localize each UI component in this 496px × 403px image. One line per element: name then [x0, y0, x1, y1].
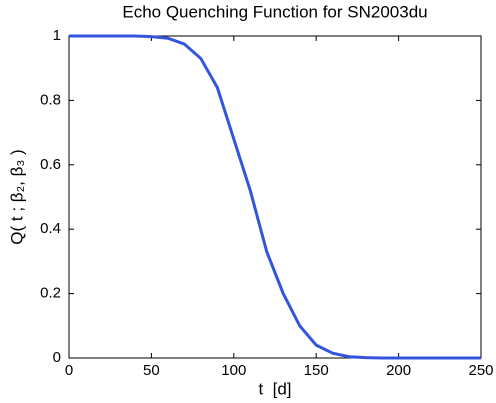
y-tick-label: 0.8 — [40, 91, 61, 108]
y-tick-label: 0.2 — [40, 285, 61, 302]
x-axis-label: t [d] — [258, 379, 291, 398]
y-tick-label: 0.6 — [40, 156, 61, 173]
x-tick-label: 100 — [221, 362, 246, 379]
x-tick-label: 50 — [143, 362, 160, 379]
x-tick-label: 0 — [65, 362, 73, 379]
y-tick-label: 1 — [53, 27, 61, 44]
x-tick-label: 250 — [468, 362, 493, 379]
chart-title: Echo Quenching Function for SN2003du — [122, 2, 427, 21]
y-axis-label: Q( t ; β₂, β₃ ) — [7, 149, 26, 244]
plot-frame — [68, 35, 482, 359]
y-tick-label: 0 — [53, 349, 61, 366]
x-tick-label: 150 — [304, 362, 329, 379]
y-tick-label: 0.4 — [40, 220, 61, 237]
x-tick-label: 200 — [386, 362, 411, 379]
data-line — [69, 34, 481, 360]
